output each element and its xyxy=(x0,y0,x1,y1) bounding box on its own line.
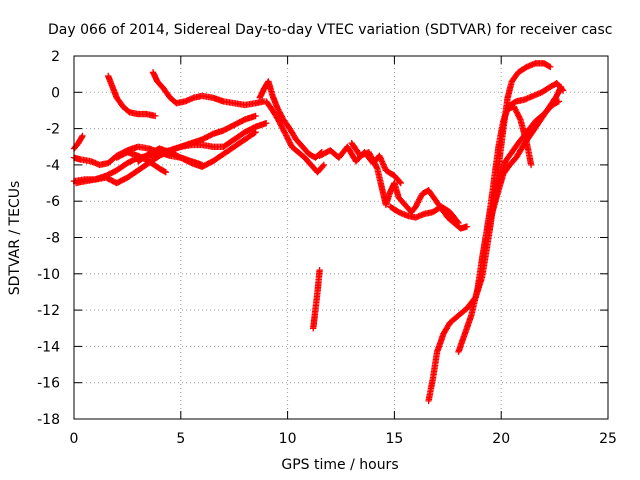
y-tick-label: -6 xyxy=(46,194,60,210)
data-series xyxy=(149,69,268,109)
y-tick-label: -18 xyxy=(37,412,60,428)
data-series xyxy=(72,120,270,187)
x-tick-label: 15 xyxy=(385,431,403,447)
data-point-markers xyxy=(348,139,471,232)
data-point-markers xyxy=(256,78,325,161)
x-tick-label: 5 xyxy=(176,431,185,447)
data-point-markers xyxy=(105,72,159,120)
data-series xyxy=(487,83,565,223)
data-point-markers xyxy=(310,267,323,332)
data-series xyxy=(310,267,323,332)
data-point-markers xyxy=(72,120,270,187)
data-series xyxy=(70,132,86,152)
data-point-markers xyxy=(487,83,565,223)
x-axis-label: GPS time / hours xyxy=(281,457,398,473)
y-tick-label: -4 xyxy=(46,158,60,174)
y-tick-label: 2 xyxy=(51,49,60,65)
data-point-markers xyxy=(134,129,259,170)
data-series xyxy=(504,80,567,110)
y-tick-label: -14 xyxy=(37,339,60,355)
y-tick-label: -12 xyxy=(37,303,60,319)
y-tick-label: -2 xyxy=(46,122,60,138)
data-point-markers xyxy=(113,149,169,176)
y-tick-label: -10 xyxy=(37,267,60,283)
data-point-markers xyxy=(263,98,328,176)
y-tick-label: -8 xyxy=(46,231,60,247)
data-layer xyxy=(70,60,567,405)
data-series xyxy=(386,203,462,227)
data-series xyxy=(348,139,471,232)
data-point-markers xyxy=(70,132,86,152)
y-axis-label: SDTVAR / TECUs xyxy=(7,181,23,296)
y-tick-label: 0 xyxy=(51,85,60,101)
x-tick-label: 25 xyxy=(599,431,617,447)
grid xyxy=(74,56,608,419)
data-point-markers xyxy=(386,203,462,227)
data-series xyxy=(134,129,259,170)
x-tick-label: 10 xyxy=(279,431,297,447)
data-point-markers xyxy=(149,69,268,109)
y-tick-label: -16 xyxy=(37,376,60,392)
data-series xyxy=(263,98,328,176)
x-tick-label: 20 xyxy=(492,431,510,447)
data-series xyxy=(113,149,169,176)
data-series xyxy=(105,72,159,120)
x-tick-label: 0 xyxy=(70,431,79,447)
data-series xyxy=(256,78,325,161)
chart-title: Day 066 of 2014, Sidereal Day-to-day VTE… xyxy=(48,22,612,38)
data-point-markers xyxy=(504,80,567,110)
